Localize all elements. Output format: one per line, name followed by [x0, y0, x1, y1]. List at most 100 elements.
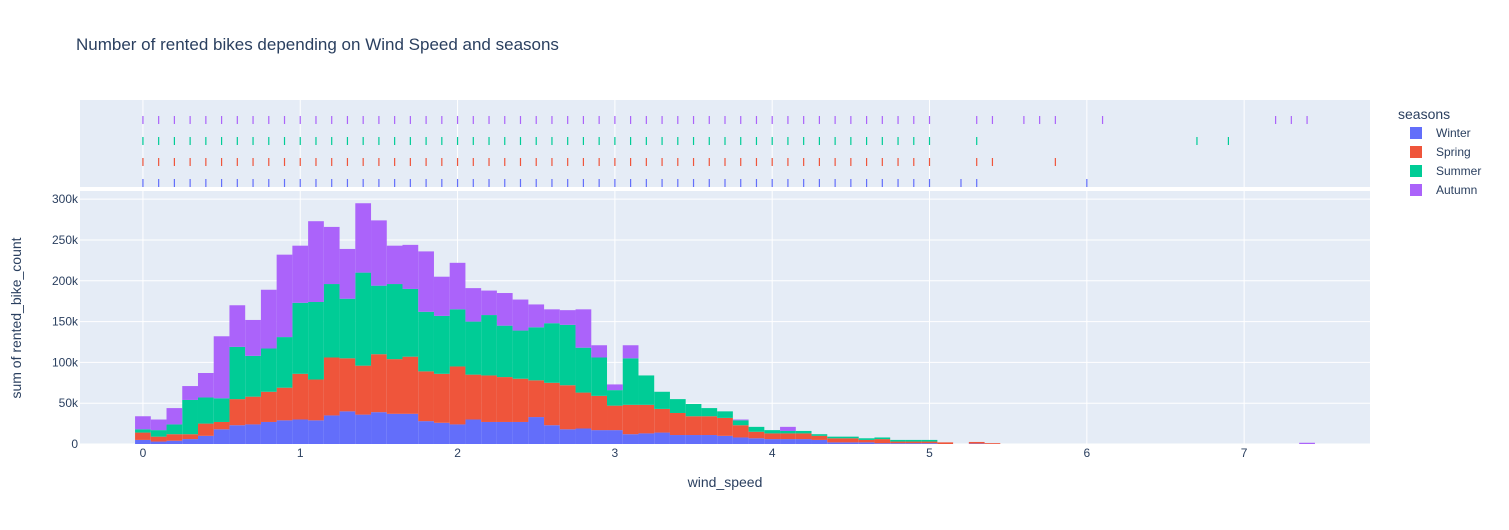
bar: [560, 310, 576, 325]
bar: [135, 440, 151, 444]
bar: [607, 384, 623, 390]
bar: [167, 434, 183, 441]
bar: [497, 422, 513, 444]
bar: [528, 380, 544, 417]
bar: [151, 420, 167, 431]
x-tick-label: 2: [454, 446, 461, 460]
bar: [497, 377, 513, 422]
bar: [308, 302, 324, 380]
bar: [749, 427, 765, 432]
bar: [544, 383, 560, 425]
bar: [229, 399, 245, 425]
bar: [859, 438, 875, 440]
bar: [812, 436, 828, 440]
bar: [340, 249, 356, 299]
bar: [701, 408, 717, 416]
bar: [749, 438, 765, 444]
y-tick-label: 200k: [52, 274, 79, 288]
bar: [340, 299, 356, 359]
bar: [481, 315, 497, 375]
bar: [151, 437, 167, 442]
bar: [560, 429, 576, 444]
bar: [371, 220, 387, 285]
bar: [229, 425, 245, 444]
bar: [764, 439, 780, 444]
bar: [261, 290, 277, 349]
bar: [465, 288, 481, 321]
bar: [513, 422, 529, 444]
bar: [434, 374, 450, 423]
bar: [717, 436, 733, 444]
legend-item-spring[interactable]: Spring: [1410, 145, 1471, 159]
bar: [324, 415, 340, 444]
bar: [780, 439, 796, 444]
bar: [245, 320, 261, 356]
legend-label: Summer: [1436, 164, 1481, 178]
bar: [481, 422, 497, 444]
bar: [906, 443, 922, 444]
bar: [607, 406, 623, 430]
bar: [890, 442, 906, 444]
bar: [701, 435, 717, 444]
bar: [324, 357, 340, 415]
bar: [245, 397, 261, 425]
bar: [277, 255, 293, 337]
x-tick-label: 7: [1241, 446, 1248, 460]
bar: [717, 418, 733, 436]
bar: [434, 316, 450, 374]
bar: [450, 366, 466, 424]
bar: [528, 327, 544, 380]
legend-label: Spring: [1436, 145, 1471, 159]
bar: [450, 309, 466, 366]
bar: [544, 425, 560, 444]
bar: [780, 427, 796, 431]
bar: [403, 245, 419, 289]
bar: [560, 325, 576, 385]
bar: [528, 417, 544, 444]
bar: [214, 336, 230, 398]
bar: [418, 312, 434, 372]
bar: [308, 420, 324, 444]
bar: [576, 348, 592, 393]
bar: [859, 442, 875, 444]
bar: [827, 442, 843, 444]
x-axis-title: wind_speed: [687, 474, 763, 490]
bar: [528, 304, 544, 327]
bar: [544, 309, 560, 323]
bar: [670, 413, 686, 435]
bar: [198, 397, 214, 423]
y-tick-label: 50k: [59, 396, 79, 410]
bar: [465, 375, 481, 420]
legend-item-winter[interactable]: Winter: [1410, 126, 1471, 140]
bar: [403, 357, 419, 414]
bar: [434, 423, 450, 444]
bar: [591, 357, 607, 395]
bar: [481, 291, 497, 315]
bar: [623, 345, 639, 358]
bar: [135, 433, 151, 440]
bar: [292, 246, 308, 303]
bar: [733, 425, 749, 437]
bar: [229, 305, 245, 347]
bar: [387, 246, 403, 284]
bar: [890, 443, 906, 444]
bar: [576, 309, 592, 347]
bar: [812, 440, 828, 444]
bar: [764, 430, 780, 433]
legend-item-autumn[interactable]: Autumn: [1410, 183, 1477, 197]
bar: [277, 388, 293, 421]
bar: [261, 392, 277, 422]
bar: [670, 399, 686, 413]
bar: [701, 416, 717, 435]
bar: [638, 433, 654, 444]
bar: [513, 379, 529, 422]
bar: [843, 438, 859, 442]
bar: [355, 366, 371, 415]
bar: [1299, 443, 1315, 444]
legend-swatch: [1410, 127, 1422, 139]
legend-item-summer[interactable]: Summer: [1410, 164, 1481, 178]
bar: [623, 434, 639, 444]
bar: [198, 424, 214, 436]
bar: [874, 439, 890, 443]
